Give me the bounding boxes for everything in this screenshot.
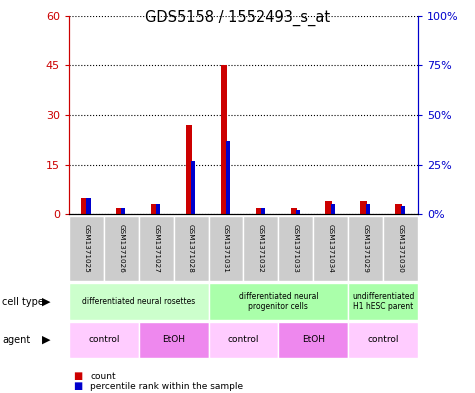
Text: GSM1371027: GSM1371027 [153, 224, 159, 273]
Bar [314, 216, 348, 281]
Bar [291, 208, 297, 214]
Text: GSM1371026: GSM1371026 [118, 224, 124, 273]
Text: GDS5158 / 1552493_s_at: GDS5158 / 1552493_s_at [145, 10, 330, 26]
Bar [278, 216, 314, 281]
Text: agent: agent [2, 335, 30, 345]
Bar [278, 322, 348, 358]
Bar [226, 141, 230, 214]
Bar [209, 216, 243, 281]
Text: control: control [367, 336, 399, 344]
Bar [331, 204, 335, 214]
Bar [86, 198, 91, 214]
Bar [151, 204, 157, 214]
Bar [69, 216, 104, 281]
Bar [395, 204, 401, 214]
Text: undifferentiated
H1 hESC parent: undifferentiated H1 hESC parent [352, 292, 414, 311]
Bar [139, 216, 173, 281]
Text: cell type: cell type [2, 297, 44, 307]
Bar [243, 216, 278, 281]
Bar [139, 322, 209, 358]
Bar [186, 125, 192, 214]
Text: percentile rank within the sample: percentile rank within the sample [90, 382, 243, 391]
Text: GSM1371034: GSM1371034 [328, 224, 334, 273]
Text: differentiated neural rosettes: differentiated neural rosettes [82, 297, 195, 306]
Bar [366, 204, 370, 214]
Bar [361, 201, 367, 214]
Bar [348, 322, 418, 358]
Bar [116, 208, 122, 214]
Text: ▶: ▶ [42, 335, 51, 345]
Bar [221, 65, 227, 214]
Bar [325, 201, 332, 214]
Text: GSM1371025: GSM1371025 [83, 224, 89, 273]
Bar [296, 210, 300, 214]
Text: ▶: ▶ [42, 297, 51, 307]
Bar [191, 161, 195, 214]
Bar [209, 283, 348, 320]
Bar [261, 208, 265, 214]
Text: ■: ■ [74, 381, 83, 391]
Text: differentiated neural
progenitor cells: differentiated neural progenitor cells [238, 292, 318, 311]
Bar [69, 322, 139, 358]
Bar [348, 216, 383, 281]
Bar [174, 216, 209, 281]
Bar [256, 208, 262, 214]
Text: EtOH: EtOH [162, 336, 185, 344]
Bar [348, 283, 418, 320]
Text: GSM1371030: GSM1371030 [398, 224, 404, 273]
Bar [156, 204, 161, 214]
Text: EtOH: EtOH [302, 336, 325, 344]
Text: count: count [90, 372, 116, 381]
Text: control: control [88, 336, 120, 344]
Text: control: control [228, 336, 259, 344]
Text: GSM1371029: GSM1371029 [362, 224, 369, 273]
Bar [104, 216, 139, 281]
Text: GSM1371031: GSM1371031 [223, 224, 229, 273]
Bar [69, 283, 209, 320]
Text: GSM1371028: GSM1371028 [188, 224, 194, 273]
Text: ■: ■ [74, 371, 83, 381]
Text: GSM1371033: GSM1371033 [293, 224, 299, 273]
Bar [400, 206, 405, 214]
Text: GSM1371032: GSM1371032 [258, 224, 264, 273]
Bar [209, 322, 278, 358]
Bar [383, 216, 418, 281]
Bar [121, 208, 125, 214]
Bar [81, 198, 87, 214]
